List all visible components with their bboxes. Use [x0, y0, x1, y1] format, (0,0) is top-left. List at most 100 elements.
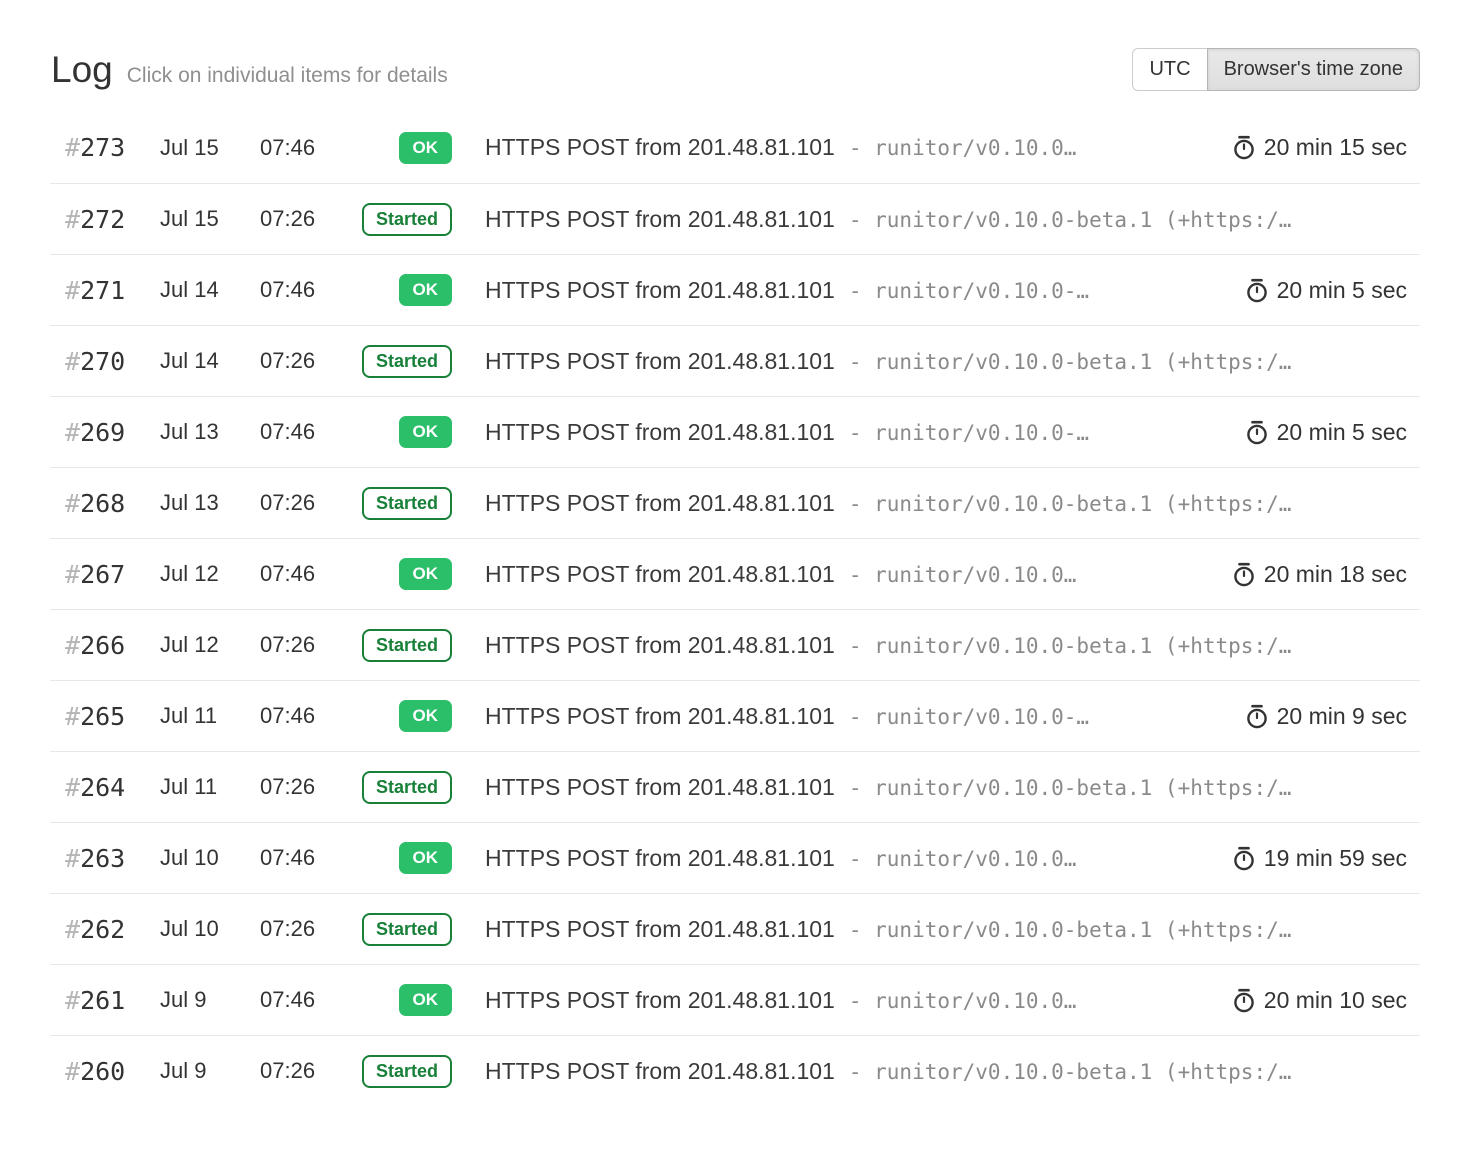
duration-text: 20 min 10 sec [1263, 986, 1407, 1013]
entry-id: #265 [65, 702, 160, 731]
hash-prefix: # [65, 488, 81, 518]
status-badge-cell: Started [340, 912, 452, 946]
status-badge: OK [398, 274, 452, 306]
event-summary: HTTPS POST from 201.48.81.101 - runitor/… [452, 1058, 1407, 1085]
status-badge: OK [398, 416, 452, 448]
entry-id: #263 [65, 844, 160, 873]
entry-date: Jul 12 [160, 632, 219, 657]
status-badge: OK [398, 842, 452, 874]
event-summary: HTTPS POST from 201.48.81.101 - runitor/… [452, 987, 1191, 1014]
log-page: Log Click on individual items for detail… [50, 0, 1420, 1106]
hash-prefix: # [65, 1056, 81, 1086]
log-entry-row[interactable]: #269 Jul 13 07:46 OK HTTPS POST from 201… [50, 396, 1420, 467]
hash-prefix: # [65, 204, 81, 234]
event-text: HTTPS POST from 201.48.81.101 [485, 631, 835, 658]
log-entry-row[interactable]: #266 Jul 12 07:26 Started HTTPS POST fro… [50, 609, 1420, 680]
hash-prefix: # [65, 275, 81, 305]
entry-id: #264 [65, 773, 160, 802]
event-summary: HTTPS POST from 201.48.81.101 - runitor/… [452, 419, 1204, 446]
stopwatch-icon [1246, 278, 1267, 302]
event-text: HTTPS POST from 201.48.81.101 [485, 915, 835, 942]
entry-time: 07:26 [260, 916, 316, 941]
event-summary: HTTPS POST from 201.48.81.101 - runitor/… [452, 845, 1191, 872]
user-agent-text: - runitor/v0.10.0-… [848, 704, 1090, 729]
log-entry-row[interactable]: #265 Jul 11 07:46 OK HTTPS POST from 201… [50, 680, 1420, 751]
log-table: #273 Jul 15 07:46 OK HTTPS POST from 201… [50, 112, 1420, 1106]
entry-date: Jul 15 [160, 206, 219, 231]
hash-prefix: # [65, 772, 81, 802]
log-entry-row[interactable]: #262 Jul 10 07:26 Started HTTPS POST fro… [50, 893, 1420, 964]
entry-id: #269 [65, 418, 160, 447]
entry-number: 261 [80, 985, 126, 1015]
event-text: HTTPS POST from 201.48.81.101 [485, 1057, 835, 1084]
entry-number: 271 [80, 275, 126, 305]
log-entry-row[interactable]: #267 Jul 12 07:46 OK HTTPS POST from 201… [50, 538, 1420, 609]
log-entry-row[interactable]: #260 Jul 9 07:26 Started HTTPS POST from… [50, 1035, 1420, 1106]
browser-timezone-button[interactable]: Browser's time zone [1206, 48, 1420, 91]
entry-number: 269 [80, 417, 126, 447]
event-summary: HTTPS POST from 201.48.81.101 - runitor/… [452, 561, 1191, 588]
event-text: HTTPS POST from 201.48.81.101 [485, 489, 835, 516]
log-entry-row[interactable]: #263 Jul 10 07:46 OK HTTPS POST from 201… [50, 822, 1420, 893]
entry-time: 07:46 [260, 419, 316, 444]
event-text: HTTPS POST from 201.48.81.101 [485, 560, 835, 587]
entry-number: 263 [80, 843, 126, 873]
status-badge: Started [361, 912, 452, 946]
user-agent-text: - runitor/v0.10.0… [848, 988, 1077, 1013]
entry-number: 262 [80, 914, 126, 944]
status-badge: Started [361, 1054, 452, 1088]
entry-date: Jul 9 [160, 987, 207, 1012]
entry-date: Jul 10 [160, 845, 219, 870]
entry-number: 267 [80, 559, 126, 589]
log-entry-row[interactable]: #270 Jul 14 07:26 Started HTTPS POST fro… [50, 325, 1420, 396]
user-agent-text: - runitor/v0.10.0-beta.1 (+https:/… [848, 1059, 1292, 1084]
status-badge-cell: OK [340, 558, 452, 590]
event-summary: HTTPS POST from 201.48.81.101 - runitor/… [452, 134, 1191, 161]
event-text: HTTPS POST from 201.48.81.101 [485, 773, 835, 800]
duration-text: 20 min 9 sec [1276, 702, 1407, 729]
entry-time: 07:26 [260, 348, 316, 373]
entry-date: Jul 9 [160, 1058, 207, 1083]
status-badge-cell: Started [340, 770, 452, 804]
page-header: Log Click on individual items for detail… [50, 48, 1420, 91]
log-entry-row[interactable]: #268 Jul 13 07:26 Started HTTPS POST fro… [50, 467, 1420, 538]
hash-prefix: # [65, 346, 81, 376]
entry-date: Jul 12 [160, 561, 219, 586]
log-entry-row[interactable]: #272 Jul 15 07:26 Started HTTPS POST fro… [50, 183, 1420, 254]
status-badge: Started [361, 770, 452, 804]
header-titles: Log Click on individual items for detail… [50, 49, 448, 91]
user-agent-text: - runitor/v0.10.0-beta.1 (+https:/… [848, 491, 1292, 516]
utc-button[interactable]: UTC [1132, 48, 1208, 91]
duration: 20 min 5 sec [1246, 419, 1407, 446]
user-agent-text: - runitor/v0.10.0-beta.1 (+https:/… [848, 207, 1292, 232]
status-badge: Started [361, 486, 452, 520]
status-badge-cell: OK [340, 984, 452, 1016]
hash-prefix: # [65, 985, 81, 1015]
event-summary: HTTPS POST from 201.48.81.101 - runitor/… [452, 774, 1407, 801]
entry-number: 264 [80, 772, 126, 802]
entry-date: Jul 11 [160, 774, 218, 799]
log-entry-row[interactable]: #271 Jul 14 07:46 OK HTTPS POST from 201… [50, 254, 1420, 325]
entry-time: 07:46 [260, 134, 316, 160]
entry-id: #273 [65, 133, 160, 162]
entry-date: Jul 13 [160, 419, 219, 444]
hash-prefix: # [65, 417, 81, 447]
user-agent-text: - runitor/v0.10.0-beta.1 (+https:/… [848, 633, 1292, 658]
event-summary: HTTPS POST from 201.48.81.101 - runitor/… [452, 277, 1204, 304]
hash-prefix: # [65, 701, 81, 731]
entry-id: #260 [65, 1057, 160, 1086]
entry-number: 268 [80, 488, 126, 518]
status-badge-cell: Started [340, 344, 452, 378]
entry-time: 07:46 [260, 987, 316, 1012]
log-entry-row[interactable]: #264 Jul 11 07:26 Started HTTPS POST fro… [50, 751, 1420, 822]
entry-number: 273 [80, 133, 126, 162]
entry-time: 07:46 [260, 277, 316, 302]
entry-number: 270 [80, 346, 126, 376]
stopwatch-icon [1233, 988, 1254, 1012]
duration-text: 20 min 15 sec [1263, 134, 1407, 160]
status-badge-cell: OK [340, 416, 452, 448]
log-entry-row[interactable]: #261 Jul 9 07:46 OK HTTPS POST from 201.… [50, 964, 1420, 1035]
duration: 20 min 15 sec [1233, 134, 1407, 161]
log-entry-row[interactable]: #273 Jul 15 07:46 OK HTTPS POST from 201… [50, 112, 1420, 183]
entry-date: Jul 13 [160, 490, 219, 515]
